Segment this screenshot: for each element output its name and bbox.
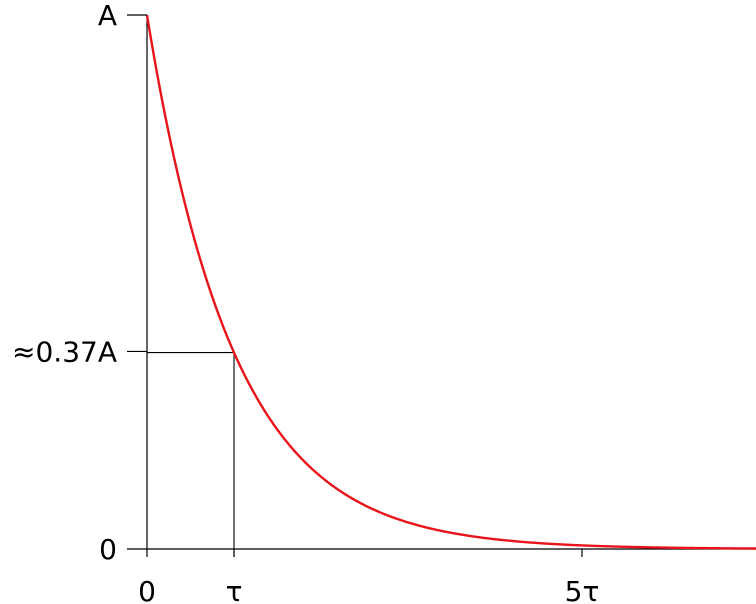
x-tick-label: 0: [138, 575, 156, 604]
x-tick-label: 5τ: [565, 575, 600, 604]
x-tick-label: τ: [226, 575, 243, 604]
y-tick-label: ≈0.37A: [12, 335, 117, 368]
y-ticks: 0 ≈0.37A A: [12, 0, 147, 566]
decay-curve: [145, 14, 756, 550]
y-tick-label: 0: [99, 533, 117, 566]
y-tick-label: A: [98, 0, 117, 32]
axes: [127, 15, 756, 557]
x-ticks: 0 τ 5τ: [138, 549, 599, 604]
series: [145, 14, 756, 550]
guide-lines: [147, 351, 235, 557]
